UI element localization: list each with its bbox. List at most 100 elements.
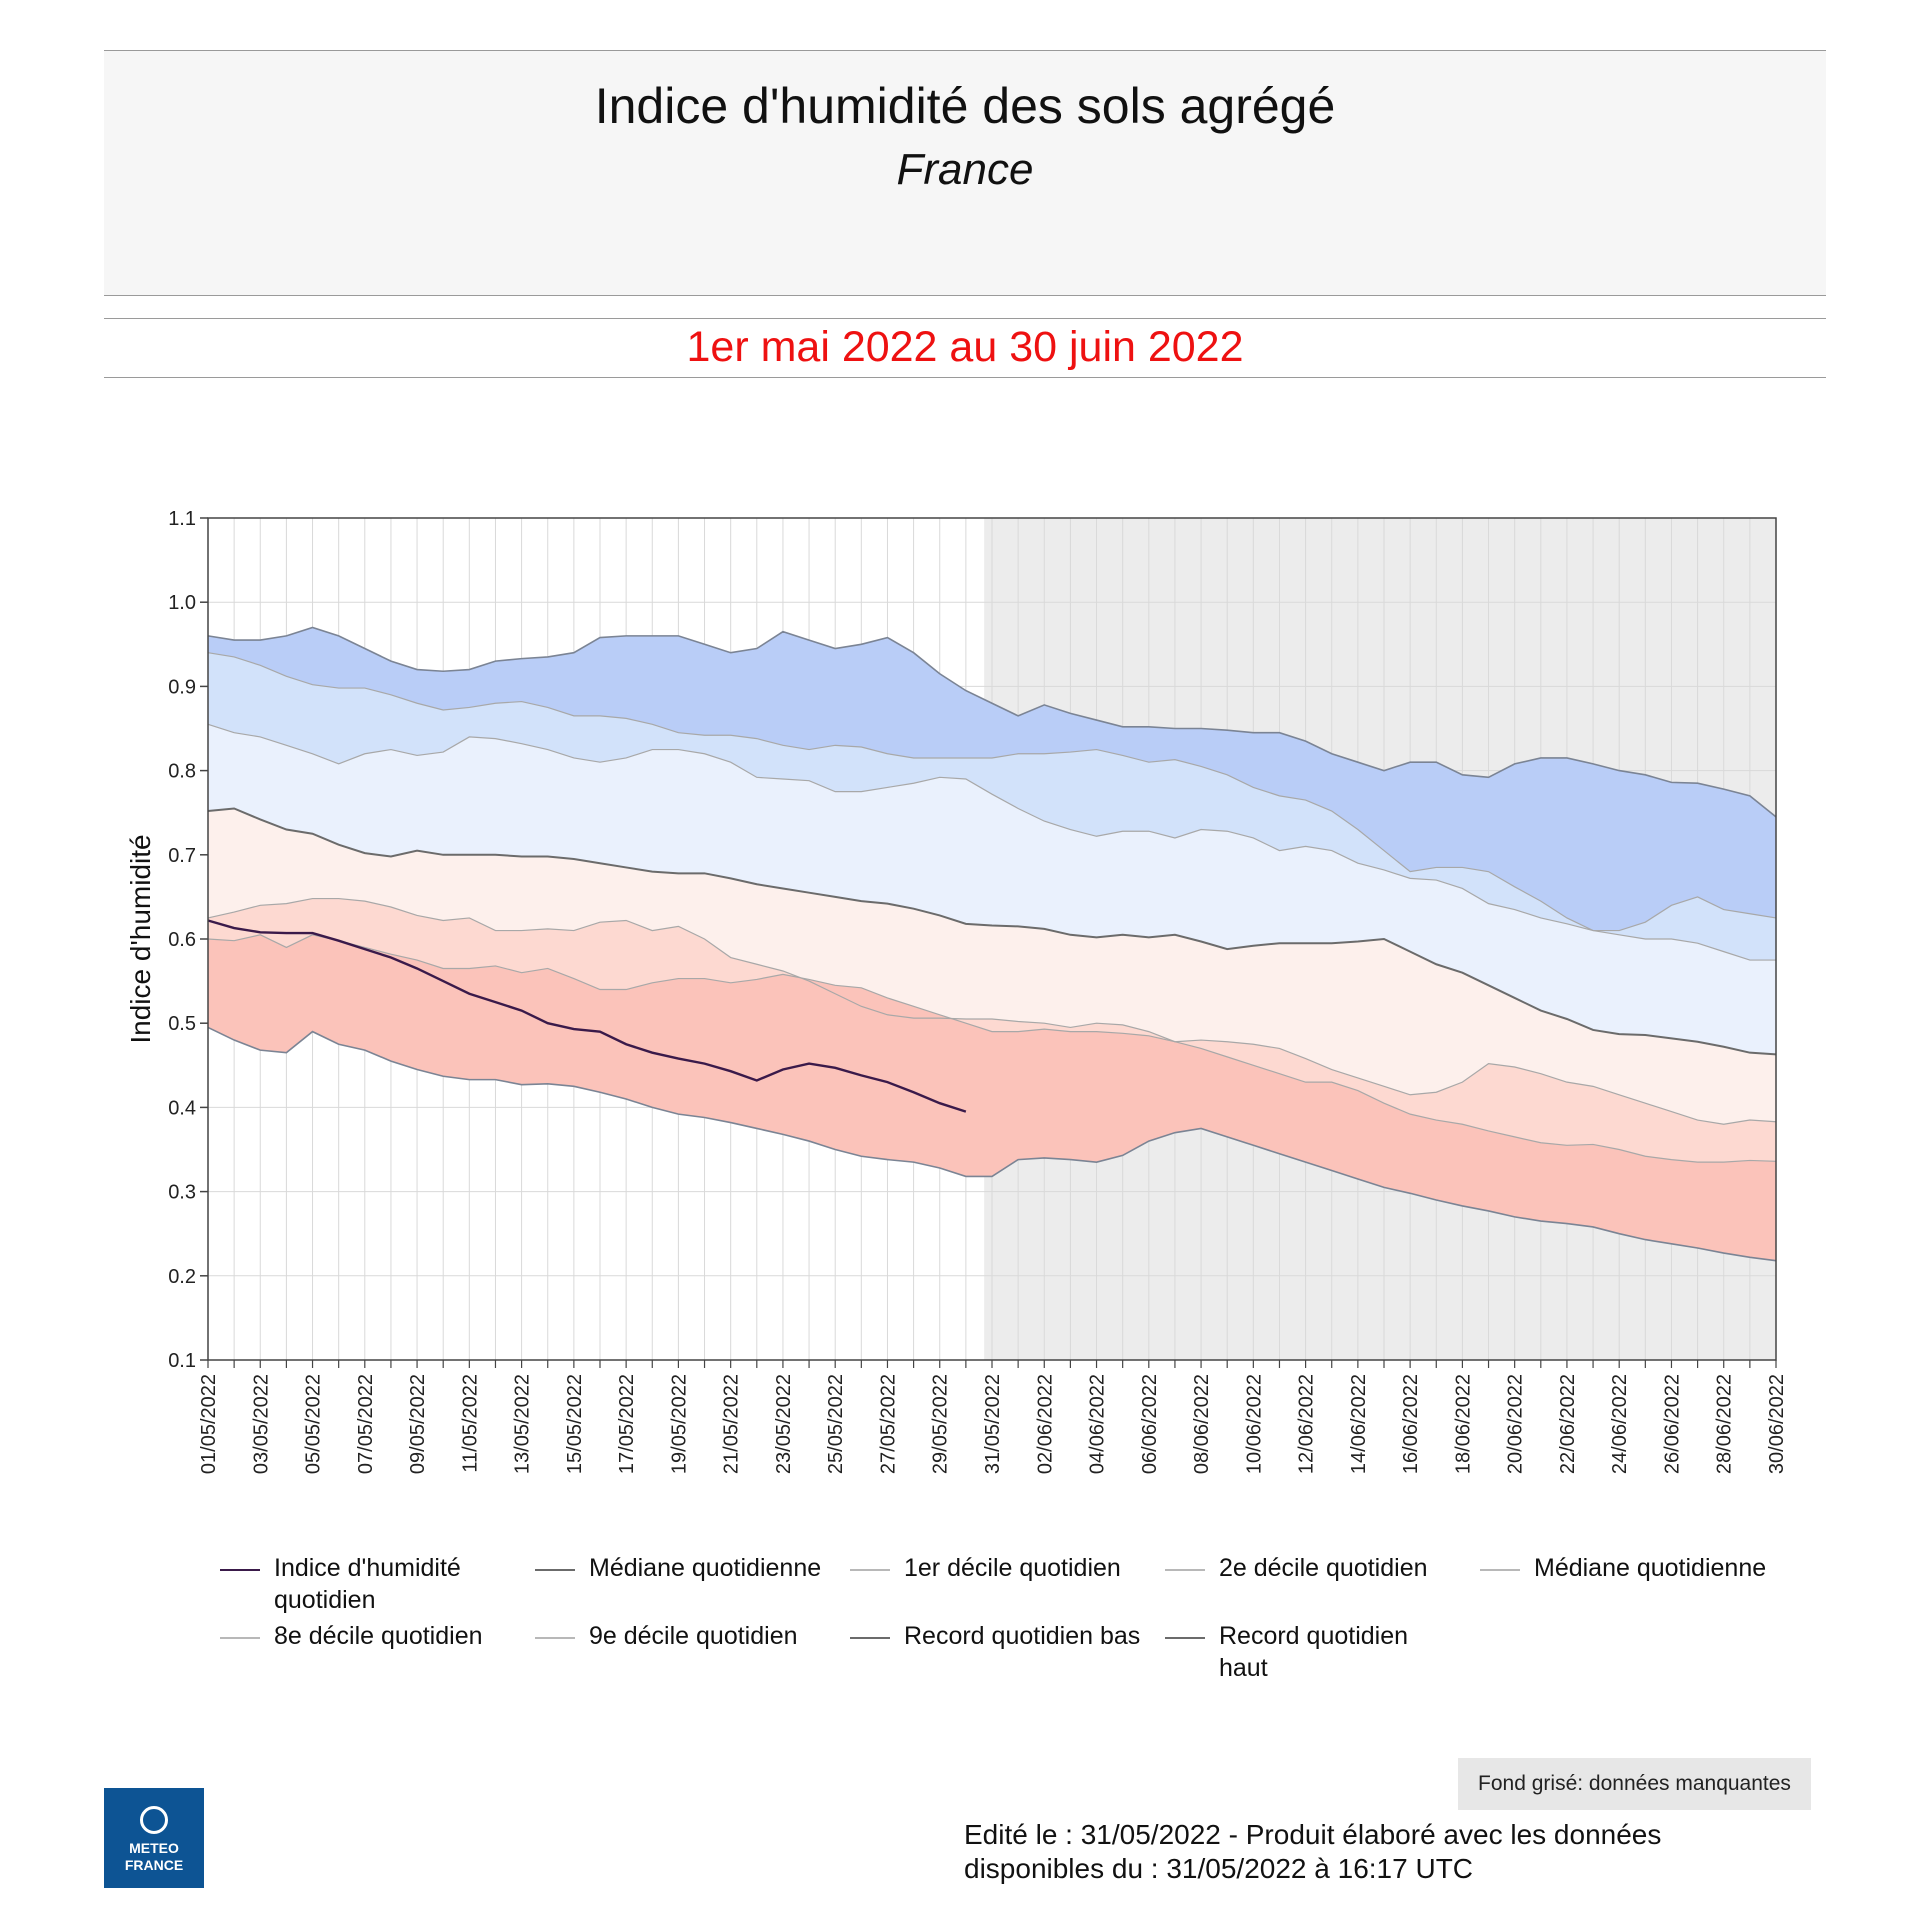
x-tick-label: 29/05/2022 (930, 1374, 952, 1474)
percentile-bands (208, 627, 1776, 1261)
record-high-line (207, 626, 1777, 818)
x-tick-label: 13/05/2022 (512, 1374, 534, 1474)
x-tick-label: 10/06/2022 (1243, 1374, 1265, 1474)
x-tick-label: 06/06/2022 (1139, 1374, 1161, 1474)
x-tick-label: 07/05/2022 (355, 1374, 377, 1474)
y-tick-label: 0.7 (168, 845, 196, 867)
missing-data-note: Fond grisé: données manquantes (1458, 1758, 1811, 1810)
d8-line (207, 723, 1776, 961)
edition-line-2: disponibles du : 31/05/2022 à 16:17 UTC (964, 1853, 1474, 1884)
series-lines (207, 626, 1777, 1262)
x-tick-label: 01/05/2022 (198, 1374, 220, 1474)
legend-item: Médiane quotidienne (535, 1552, 835, 1584)
d1-line (207, 934, 1777, 1163)
chart-subtitle: France (896, 145, 1034, 194)
x-tick-label: 03/05/2022 (250, 1374, 272, 1474)
legend-swatch (1165, 1569, 1205, 1571)
y-tick-label: 0.6 (168, 929, 196, 951)
x-tick-label: 27/05/2022 (877, 1374, 899, 1474)
chart-title: Indice d'humidité des sols agrégé (594, 78, 1336, 134)
legend-item: 9e décile quotidien (535, 1620, 835, 1652)
legend-label: Médiane quotidienne (589, 1554, 822, 1582)
legend-swatch (850, 1637, 890, 1639)
x-tick-label: 20/06/2022 (1505, 1374, 1527, 1474)
median-line (207, 807, 1777, 1056)
x-tick-label: 05/05/2022 (303, 1374, 325, 1474)
y-tick-label: 0.3 (168, 1182, 196, 1204)
x-tick-label: 28/06/2022 (1714, 1374, 1736, 1474)
legend-swatch (220, 1637, 260, 1639)
y-tick-label: 0.2 (168, 1266, 196, 1288)
d2-line (207, 897, 1777, 1125)
y-tick-label: 0.9 (168, 676, 196, 698)
x-tick-label: 04/06/2022 (1087, 1374, 1109, 1474)
legend-label: 2e décile quotidien (1219, 1554, 1428, 1582)
legend-swatch (535, 1637, 575, 1639)
title-panel: Indice d'humidité des sols agrégé France (104, 50, 1826, 296)
band-record-high-to-d9 (208, 627, 1776, 931)
y-tick-label: 0.1 (168, 1350, 196, 1372)
legend-item: 8e décile quotidien (220, 1620, 520, 1652)
edition-line-1: Edité le : 31/05/2022 - Produit élaboré … (964, 1819, 1662, 1850)
band-d8-to-median (208, 724, 1776, 1055)
y-tick-label: 1.0 (168, 592, 196, 614)
legend-item: Indice d'humidité quotidien (220, 1552, 520, 1616)
x-tick-label: 16/06/2022 (1400, 1374, 1422, 1474)
legend-item: Médiane quotidienne (1480, 1552, 1780, 1584)
legend-swatch (850, 1569, 890, 1571)
legend-item: 1er décile quotidien (850, 1552, 1150, 1584)
legend-label: Médiane quotidienne (1534, 1554, 1767, 1582)
x-tick-label: 22/06/2022 (1557, 1374, 1579, 1474)
x-tick-label: 08/06/2022 (1191, 1374, 1213, 1474)
x-tick-label: 25/05/2022 (825, 1374, 847, 1474)
legend-swatch (1165, 1637, 1205, 1639)
y-axis-ticks: 0.1 0.2 0.3 0.4 0.5 0.6 0.7 0.8 0.9 1.0 1.1 (168, 508, 208, 1372)
legend-item: Record quotidien bas (850, 1620, 1150, 1652)
legend-label: 1er décile quotidien (904, 1554, 1121, 1582)
logo-emblem-icon (140, 1806, 168, 1834)
band-d9-to-d8 (208, 652, 1776, 961)
x-tick-label: 14/06/2022 (1348, 1374, 1370, 1474)
band-d1-to-record-low (208, 934, 1776, 1261)
x-tick-label: 23/05/2022 (773, 1374, 795, 1474)
legend-item: Record quotidien haut (1165, 1620, 1465, 1684)
x-tick-label: 18/06/2022 (1452, 1374, 1474, 1474)
meteo-france-logo: METEO FRANCE (104, 1788, 204, 1888)
x-tick-label: 11/05/2022 (459, 1374, 481, 1473)
x-tick-label: 17/05/2022 (616, 1374, 638, 1474)
d9-line (207, 652, 1777, 932)
legend-label: 8e décile quotidien (274, 1622, 483, 1650)
x-tick-label: 02/06/2022 (1034, 1374, 1056, 1474)
x-tick-label: 31/05/2022 (982, 1374, 1004, 1474)
band-d2-to-d1 (208, 898, 1776, 1163)
logo-text: METEO FRANCE (104, 1840, 204, 1874)
y-tick-label: 1.1 (168, 508, 196, 530)
legend-swatch (535, 1569, 575, 1571)
legend-item: 2e décile quotidien (1165, 1552, 1465, 1584)
legend-swatch (1480, 1569, 1520, 1571)
logo-line-2: FRANCE (124, 1857, 184, 1873)
period-label: 1er mai 2022 au 30 juin 2022 (686, 323, 1244, 371)
legend-swatch (220, 1569, 260, 1571)
y-tick-label: 0.8 (168, 761, 196, 783)
legend-label: 9e décile quotidien (589, 1622, 798, 1650)
y-tick-label: 0.4 (168, 1097, 196, 1119)
x-axis-ticks: 01/05/2022 03/05/2022 05/05/2022 07/05/2022… (198, 1360, 1788, 1474)
record-low-line (207, 1026, 1777, 1262)
current-index-line (207, 919, 967, 1113)
legend-label: Record quotidien bas (904, 1622, 1141, 1650)
period-panel: 1er mai 2022 au 30 juin 2022 (104, 318, 1826, 378)
legend-label: Indice d'humidité quotidien (274, 1554, 461, 1614)
x-tick-label: 15/05/2022 (564, 1374, 586, 1474)
x-tick-label: 21/05/2022 (721, 1374, 743, 1474)
x-tick-label: 24/06/2022 (1609, 1374, 1631, 1474)
x-tick-label: 19/05/2022 (668, 1374, 690, 1474)
logo-line-1: METEO (129, 1840, 179, 1856)
y-tick-label: 0.5 (168, 1013, 196, 1035)
x-tick-label: 09/05/2022 (407, 1374, 429, 1474)
x-tick-label: 30/06/2022 (1766, 1374, 1788, 1474)
y-axis-label: Indice d'humidité (125, 834, 156, 1043)
x-tick-label: 26/06/2022 (1661, 1374, 1683, 1474)
legend-label: Record quotidien haut (1219, 1622, 1409, 1682)
